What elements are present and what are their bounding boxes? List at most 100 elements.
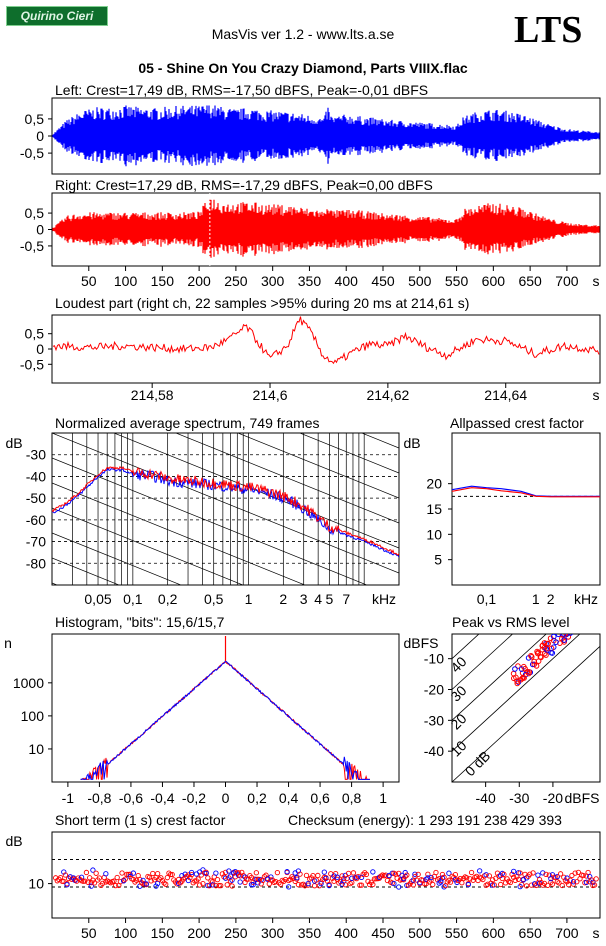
crest-st-point xyxy=(300,881,306,887)
crest-st-point xyxy=(517,870,523,876)
crest-st-point xyxy=(535,872,541,878)
crest-st-point xyxy=(140,881,146,887)
spectrum-xtick-label: 3 xyxy=(300,591,308,607)
crest-st-point xyxy=(83,869,90,876)
crest-st-point xyxy=(507,879,514,886)
peak-rms-point xyxy=(572,615,577,620)
spectrum-xtick-label: 7 xyxy=(342,591,350,607)
peak-rms-diagonal xyxy=(452,634,514,691)
crest-st-point xyxy=(276,880,282,886)
crest-st-point xyxy=(213,870,219,876)
peak-rms-point xyxy=(564,624,569,629)
crest-st-point xyxy=(337,878,344,885)
allpass-ytick-label: 20 xyxy=(426,476,442,492)
peak-rms-point xyxy=(543,652,549,658)
crest-st-point xyxy=(188,871,195,878)
spectrum-xtick-label: 2 xyxy=(279,591,287,607)
spectrum-diagonal xyxy=(52,283,399,423)
crest-st-point xyxy=(540,882,546,888)
allpass-xtick-label: 2 xyxy=(547,591,555,607)
allpass-series-right xyxy=(451,487,600,498)
peak-rms-point xyxy=(573,624,578,629)
peak-rms-point xyxy=(514,680,521,687)
time-xtick-label: 300 xyxy=(261,273,285,289)
histogram-xtick-label: 0,6 xyxy=(310,790,330,806)
loudest-xtick-label: 214,64 xyxy=(484,387,527,403)
peak-rms-point xyxy=(579,619,584,624)
peak-rms-point xyxy=(515,663,521,669)
peak-rms-point xyxy=(565,628,570,633)
loudest-xtick-label: 214,62 xyxy=(366,387,409,403)
crest-st-point xyxy=(154,880,161,887)
histogram-xtick-label: -0,2 xyxy=(182,790,206,806)
crest-st-point xyxy=(527,871,533,877)
peak-rms-point xyxy=(534,648,540,655)
crest-st-point xyxy=(485,881,491,887)
crest-st-point xyxy=(222,875,229,881)
spectrum-xtick-label: 1 xyxy=(245,591,253,607)
crest-st-point xyxy=(229,883,235,889)
time-xtick-label: 350 xyxy=(298,273,322,289)
spectrum-xtick-label: 0,2 xyxy=(158,591,178,607)
crest-st-point xyxy=(477,868,483,874)
loudest-frame xyxy=(51,314,601,384)
time-xtick-label: 250 xyxy=(224,273,248,289)
right-ytick-label: -0,5 xyxy=(20,238,44,254)
crest-st-point xyxy=(538,879,544,886)
peak-rms-chart-title: Peak vs RMS level xyxy=(452,614,570,630)
crest-st-point xyxy=(349,875,355,881)
crest-st-point xyxy=(362,870,368,876)
crest-st-point xyxy=(572,870,578,876)
peak-rms-point xyxy=(602,585,606,590)
crest-st-frame xyxy=(51,831,601,919)
right-ytick-label: 0,5 xyxy=(25,205,45,221)
crest-st-point xyxy=(391,880,397,887)
crest-st-point xyxy=(226,868,232,874)
loudest-chart-title: Loudest part (right ch, 22 samples >95% … xyxy=(55,295,470,311)
crest-st-point xyxy=(209,879,216,885)
crest-st-point xyxy=(85,879,91,885)
peak-rms-point xyxy=(561,637,568,643)
peak-rms-ylabel: dBFS xyxy=(403,635,438,651)
peak-rms-point xyxy=(598,593,603,598)
loudest-ytick-label: -0,5 xyxy=(20,356,44,372)
crest-st-xtick-label: 550 xyxy=(445,925,469,941)
crest-st-xtick-label: 600 xyxy=(482,925,506,941)
crest-st-point xyxy=(423,876,429,882)
crest-st-point xyxy=(206,883,213,889)
peak-rms-point xyxy=(583,620,588,625)
crest-st-point xyxy=(509,871,515,877)
crest-st-point xyxy=(111,878,117,884)
peak-rms-point xyxy=(568,620,573,625)
crest-st-point xyxy=(373,876,379,882)
crest-st-point xyxy=(295,882,302,888)
crest-st-point xyxy=(430,881,436,888)
peak-rms-point xyxy=(586,608,591,613)
crest-st-chart-title: Short term (1 s) crest factor xyxy=(55,812,226,828)
crest-st-point xyxy=(543,871,549,878)
crest-st-point xyxy=(441,874,447,880)
crest-st-point xyxy=(468,869,475,876)
crest-st-point xyxy=(559,882,565,889)
peak-rms-point xyxy=(599,593,604,598)
crest-st-point xyxy=(188,869,195,876)
crest-st-point xyxy=(158,875,164,881)
peak-rms-point xyxy=(574,628,579,633)
peak-rms-point xyxy=(583,618,588,623)
peak-rms-point xyxy=(578,624,583,629)
peak-rms-point xyxy=(555,628,560,633)
crest-st-point xyxy=(344,875,350,882)
crest-st-ylabel: dB xyxy=(5,833,22,849)
peak-rms-point xyxy=(566,625,571,630)
crest-st-point xyxy=(580,872,586,879)
spectrum-ytick-label: -80 xyxy=(26,555,46,571)
crest-st-point xyxy=(412,871,418,877)
histogram-xtick-label: 0,8 xyxy=(342,790,362,806)
crest-st-point xyxy=(53,875,59,881)
crest-st-point xyxy=(282,876,289,883)
peak-rms-diag-label: 10 xyxy=(447,737,469,759)
crest-st-point xyxy=(164,875,170,881)
crest-st-point xyxy=(284,869,290,875)
crest-st-point xyxy=(187,874,193,881)
peak-rms-point xyxy=(598,594,603,599)
